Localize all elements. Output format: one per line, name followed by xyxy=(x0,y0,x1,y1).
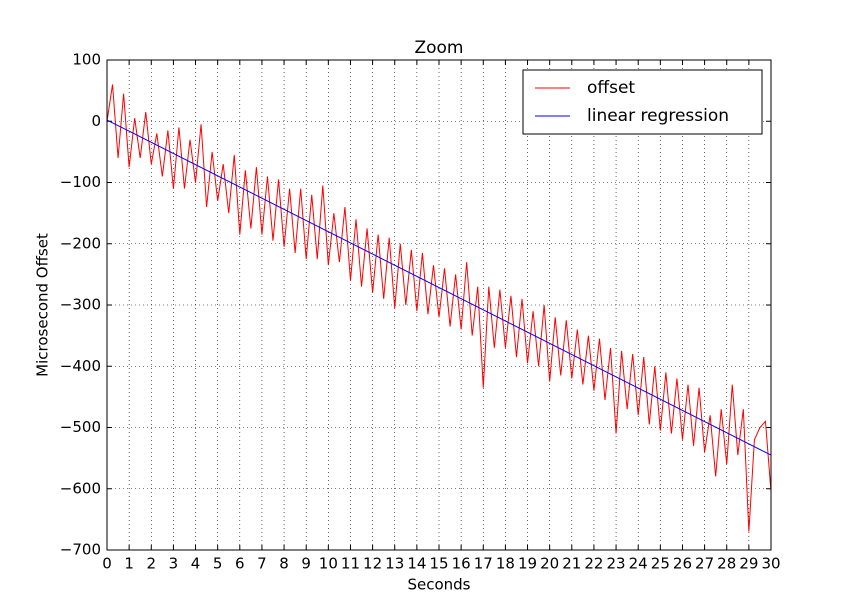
x-tick-label: 5 xyxy=(213,555,223,573)
x-tick-label: 26 xyxy=(673,555,692,573)
y-axis-label: Microsecond Offset xyxy=(34,233,52,377)
plot-frame xyxy=(106,59,772,551)
x-tick-label: 14 xyxy=(407,555,426,573)
legend-label: linear regression xyxy=(587,106,729,126)
x-tick-label: 30 xyxy=(761,555,780,573)
x-tick-label: 20 xyxy=(540,555,559,573)
x-tick-label: 11 xyxy=(341,555,360,573)
x-tick-label: 4 xyxy=(191,555,201,573)
x-tick-label: 29 xyxy=(739,555,758,573)
y-tick-label: 0 xyxy=(91,112,101,130)
legend-label: offset xyxy=(587,78,635,98)
y-tick-label: −600 xyxy=(60,479,101,497)
y-tick-label: −100 xyxy=(60,173,101,191)
x-tick-label: 15 xyxy=(429,555,448,573)
x-tick-label: 21 xyxy=(562,555,581,573)
x-tick-label: 28 xyxy=(717,555,736,573)
data-line xyxy=(106,119,772,456)
y-tick-label: −400 xyxy=(60,357,101,375)
x-tick-label: 6 xyxy=(235,555,245,573)
x-tick-label: 8 xyxy=(279,555,289,573)
x-tick-label: 10 xyxy=(319,555,338,573)
x-tick-label: 27 xyxy=(695,555,714,573)
x-tick-label: 2 xyxy=(146,555,156,573)
x-tick-label: 24 xyxy=(629,555,648,573)
y-tick-label: −500 xyxy=(60,418,101,436)
y-tick-label: −200 xyxy=(60,234,101,252)
x-tick-label: 19 xyxy=(518,555,537,573)
data-line xyxy=(106,84,772,532)
x-tick-label: 9 xyxy=(301,555,311,573)
x-tick-label: 12 xyxy=(363,555,382,573)
x-tick-label: 17 xyxy=(474,555,493,573)
y-tick-label: −300 xyxy=(60,296,101,314)
x-axis-label: Seconds xyxy=(407,576,470,594)
x-tick-label: 25 xyxy=(651,555,670,573)
x-tick-label: 7 xyxy=(257,555,267,573)
x-tick-label: 3 xyxy=(169,555,179,573)
chart-title: Zoom xyxy=(414,38,463,58)
x-tick-label: 23 xyxy=(607,555,626,573)
x-tick-label: 13 xyxy=(385,555,404,573)
x-tick-label: 22 xyxy=(584,555,603,573)
y-tick-label: −700 xyxy=(60,541,101,559)
x-tick-label: 16 xyxy=(452,555,471,573)
legend-box xyxy=(522,69,763,135)
x-tick-label: 18 xyxy=(496,555,515,573)
y-tick-label: 100 xyxy=(72,51,101,69)
x-tick-label: 0 xyxy=(102,555,112,573)
x-tick-label: 1 xyxy=(124,555,134,573)
